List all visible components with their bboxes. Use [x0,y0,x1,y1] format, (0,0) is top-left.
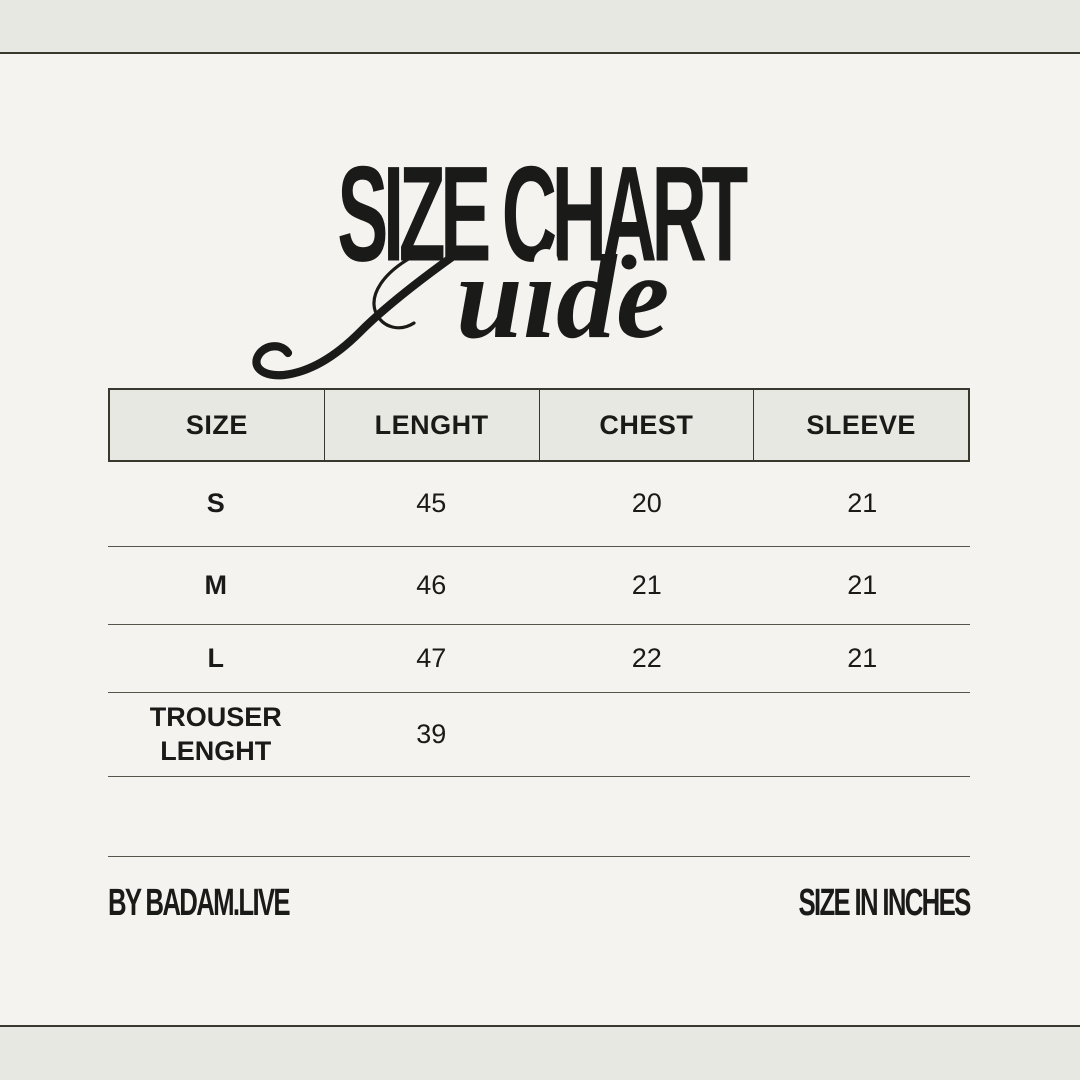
svg-text:uide: uide [456,230,669,363]
